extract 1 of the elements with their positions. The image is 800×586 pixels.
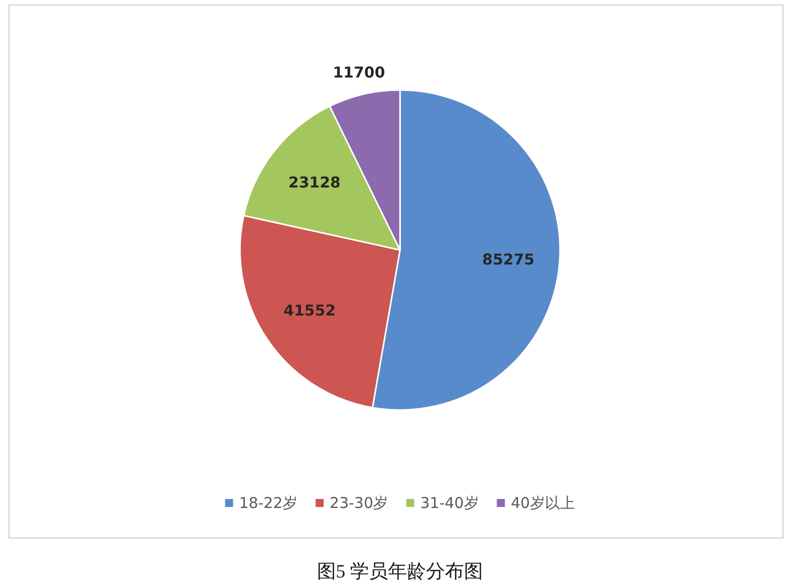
- title: 图5 学员年龄分布图: [316, 562, 484, 582]
